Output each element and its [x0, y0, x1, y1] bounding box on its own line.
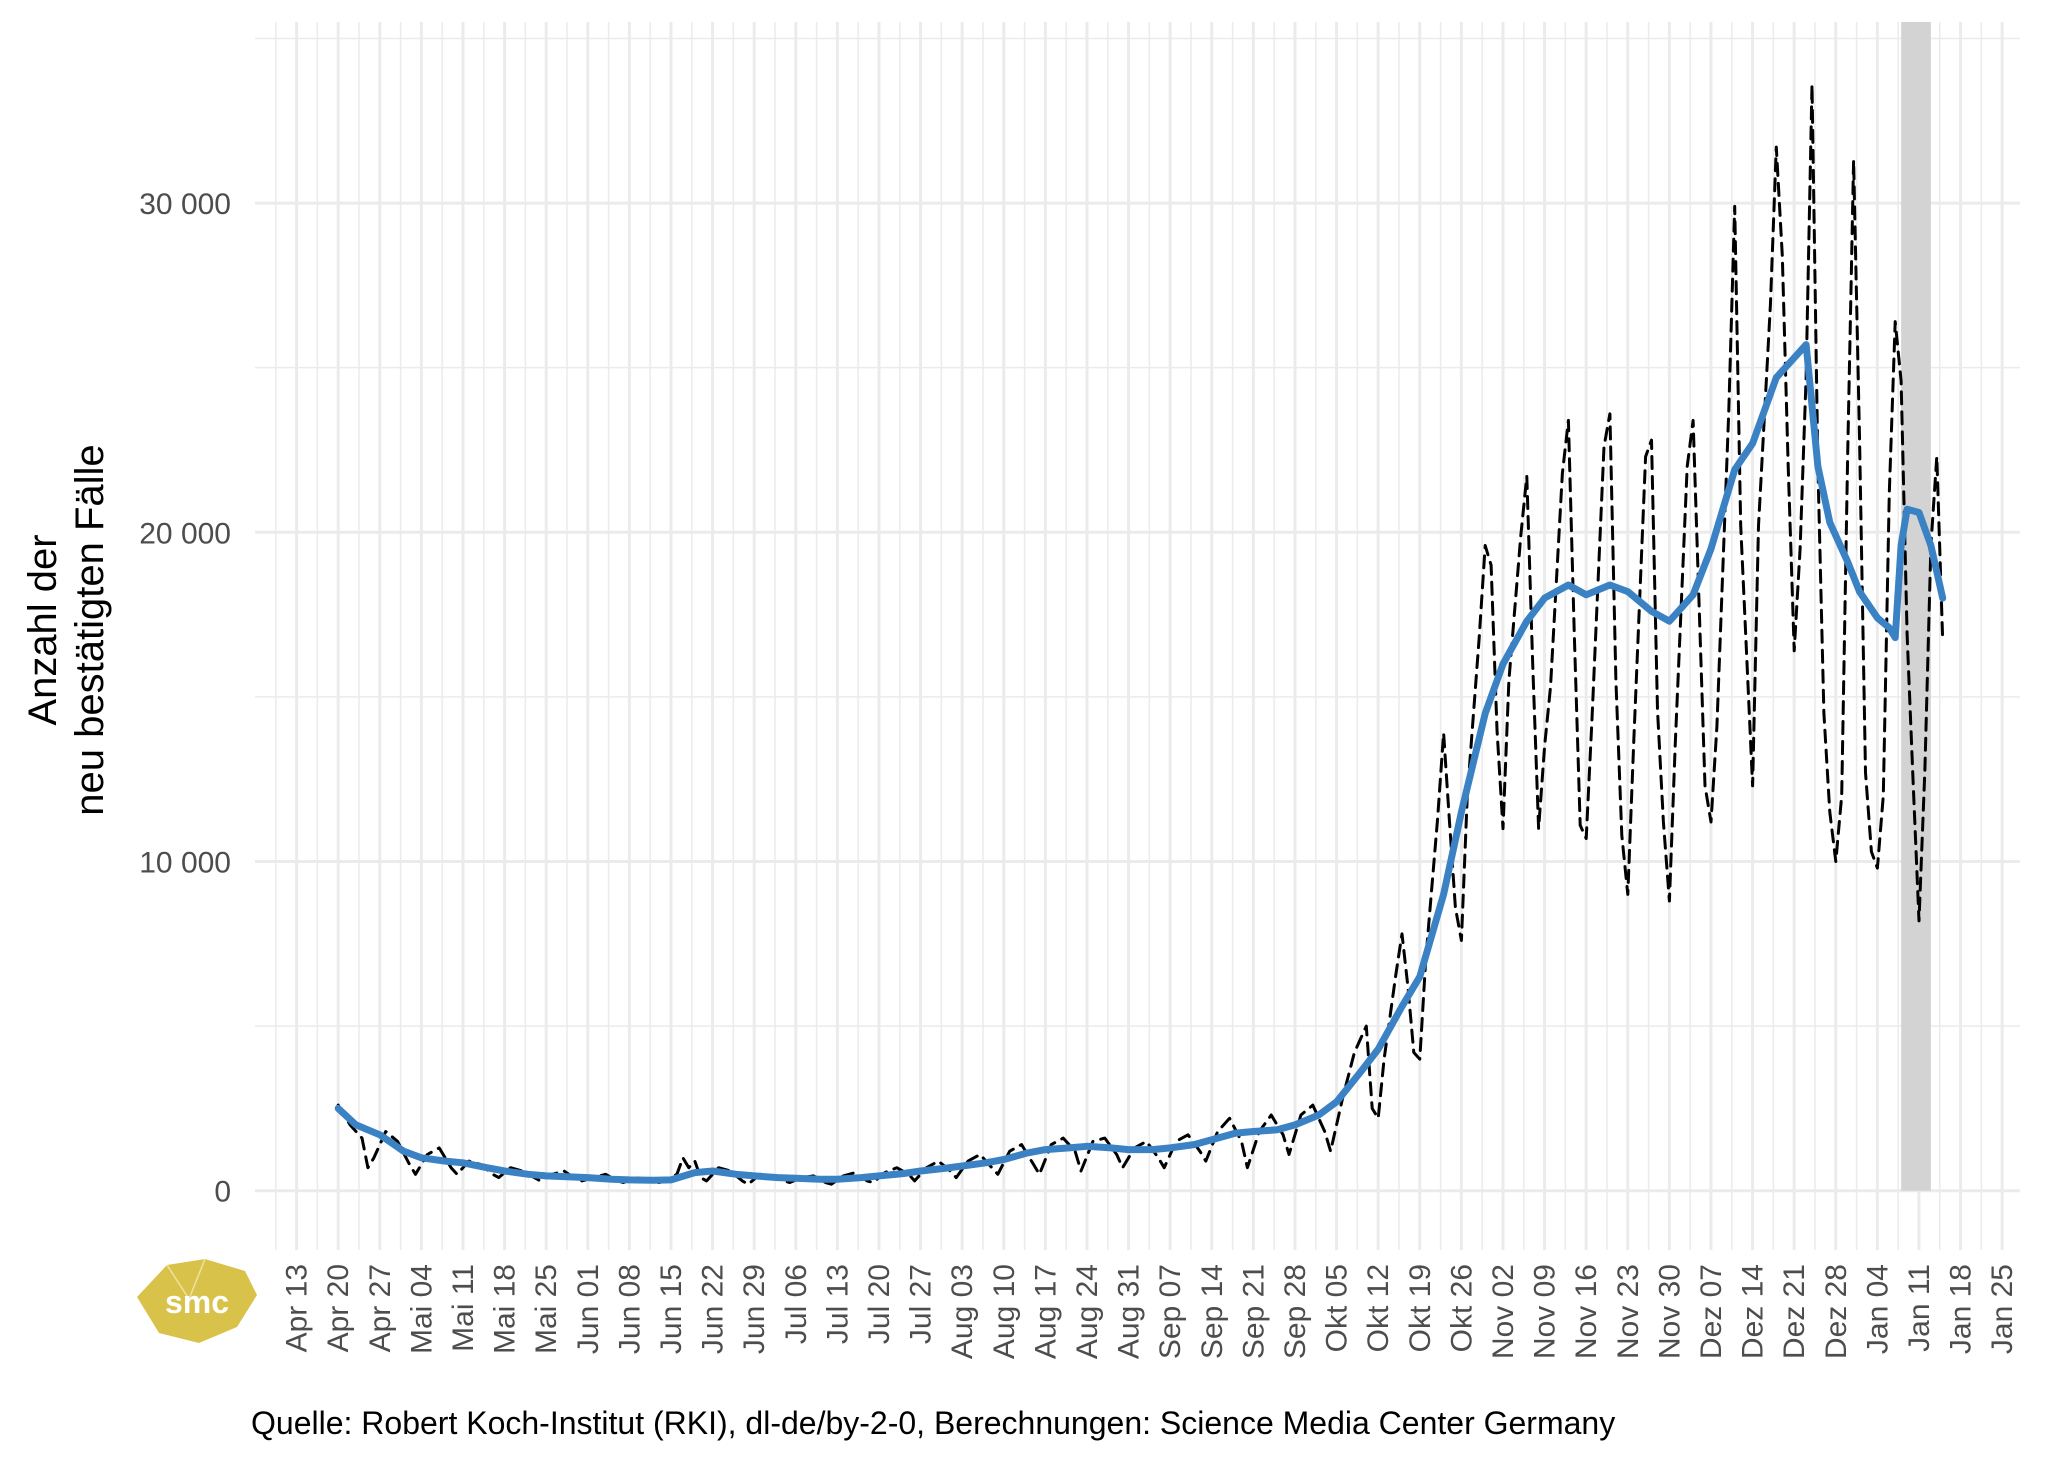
- x-tick-label: Apr 20: [322, 1264, 355, 1352]
- x-tick-label: Aug 24: [1071, 1264, 1104, 1359]
- series-lines: [334, 83, 1947, 1186]
- x-tick-label: Nov 30: [1653, 1264, 1686, 1359]
- x-tick-label: Dez 07: [1695, 1264, 1728, 1359]
- x-tick-label: Aug 17: [1029, 1264, 1062, 1359]
- x-tick-label: Sep 21: [1237, 1264, 1270, 1359]
- seven-day-average-line: [334, 341, 1947, 1184]
- x-tick-label: Nov 02: [1487, 1264, 1520, 1359]
- y-axis-title-line-1: Anzahl der: [21, 534, 65, 725]
- x-tick-label: Aug 10: [988, 1264, 1021, 1359]
- x-tick-label: Dez 14: [1737, 1264, 1770, 1359]
- x-tick-label: Aug 03: [946, 1264, 979, 1359]
- smc-logo-text: smc: [165, 1284, 229, 1320]
- x-tick-label: Nov 16: [1570, 1264, 1603, 1359]
- smc-logo: smc: [133, 1255, 261, 1345]
- x-tick-label: Sep 14: [1196, 1264, 1229, 1359]
- x-tick-label: Okt 12: [1362, 1264, 1395, 1352]
- x-tick-label: Jul 20: [863, 1264, 896, 1344]
- y-tick-labels: 0 10 000 20 000 30 000: [139, 188, 231, 1209]
- x-tick-label: Jun 15: [655, 1264, 688, 1354]
- x-tick-label: Apr 27: [364, 1264, 397, 1352]
- y-tick-label: 30 000: [139, 188, 231, 221]
- y-tick-label: 0: [214, 1176, 231, 1209]
- x-tick-label: Jan 04: [1861, 1264, 1894, 1354]
- x-tick-label: Mai 11: [447, 1264, 480, 1352]
- y-tick-label: 20 000: [139, 517, 231, 550]
- x-tick-label: Jun 29: [738, 1264, 771, 1354]
- x-tick-label: Jan 11: [1903, 1264, 1936, 1352]
- x-tick-label: Sep 28: [1279, 1264, 1312, 1359]
- x-tick-label: Okt 05: [1321, 1264, 1354, 1352]
- x-tick-label: Nov 09: [1529, 1264, 1562, 1359]
- x-tick-label: Jul 06: [780, 1264, 813, 1344]
- x-tick-label: Mai 25: [530, 1264, 563, 1354]
- x-tick-label: Aug 31: [1113, 1264, 1146, 1359]
- x-tick-label: Jan 18: [1945, 1264, 1978, 1354]
- x-tick-label: Dez 28: [1820, 1264, 1853, 1359]
- x-tick-label: Jul 27: [905, 1264, 938, 1344]
- x-tick-label: Jun 01: [572, 1264, 605, 1354]
- x-tick-label: Nov 23: [1612, 1264, 1645, 1359]
- y-axis-title-line-2: neu bestätigten Fälle: [68, 444, 112, 815]
- x-tick-label: Apr 13: [281, 1264, 314, 1352]
- y-tick-label: 10 000: [139, 847, 231, 880]
- grid-lines: [255, 22, 2020, 1250]
- daily-cases-line: [336, 83, 1945, 1186]
- x-tick-label: Dez 21: [1778, 1264, 1811, 1359]
- shaded-region: [1901, 22, 1931, 1191]
- x-tick-label: Jan 25: [1986, 1264, 2019, 1354]
- x-tick-label: Okt 19: [1404, 1264, 1437, 1352]
- x-tick-label: Jun 08: [613, 1264, 646, 1354]
- incomplete-data-region: [1901, 22, 1931, 1191]
- x-tick-label: Jul 13: [821, 1264, 854, 1344]
- smc-logo-shape: [137, 1259, 257, 1343]
- x-tick-labels: Apr 13 Apr 20 Apr 27 Mai 04 Mai 11 Mai 18 Mai …: [281, 1264, 2020, 1359]
- x-tick-label: Mai 18: [489, 1264, 522, 1354]
- x-tick-label: Jun 22: [697, 1264, 730, 1354]
- x-tick-label: Mai 04: [405, 1264, 438, 1354]
- x-tick-label: Sep 07: [1154, 1264, 1187, 1359]
- source-caption: Quelle: Robert Koch-Institut (RKI), dl-d…: [251, 1405, 1616, 1441]
- x-tick-label: Okt 26: [1445, 1264, 1478, 1352]
